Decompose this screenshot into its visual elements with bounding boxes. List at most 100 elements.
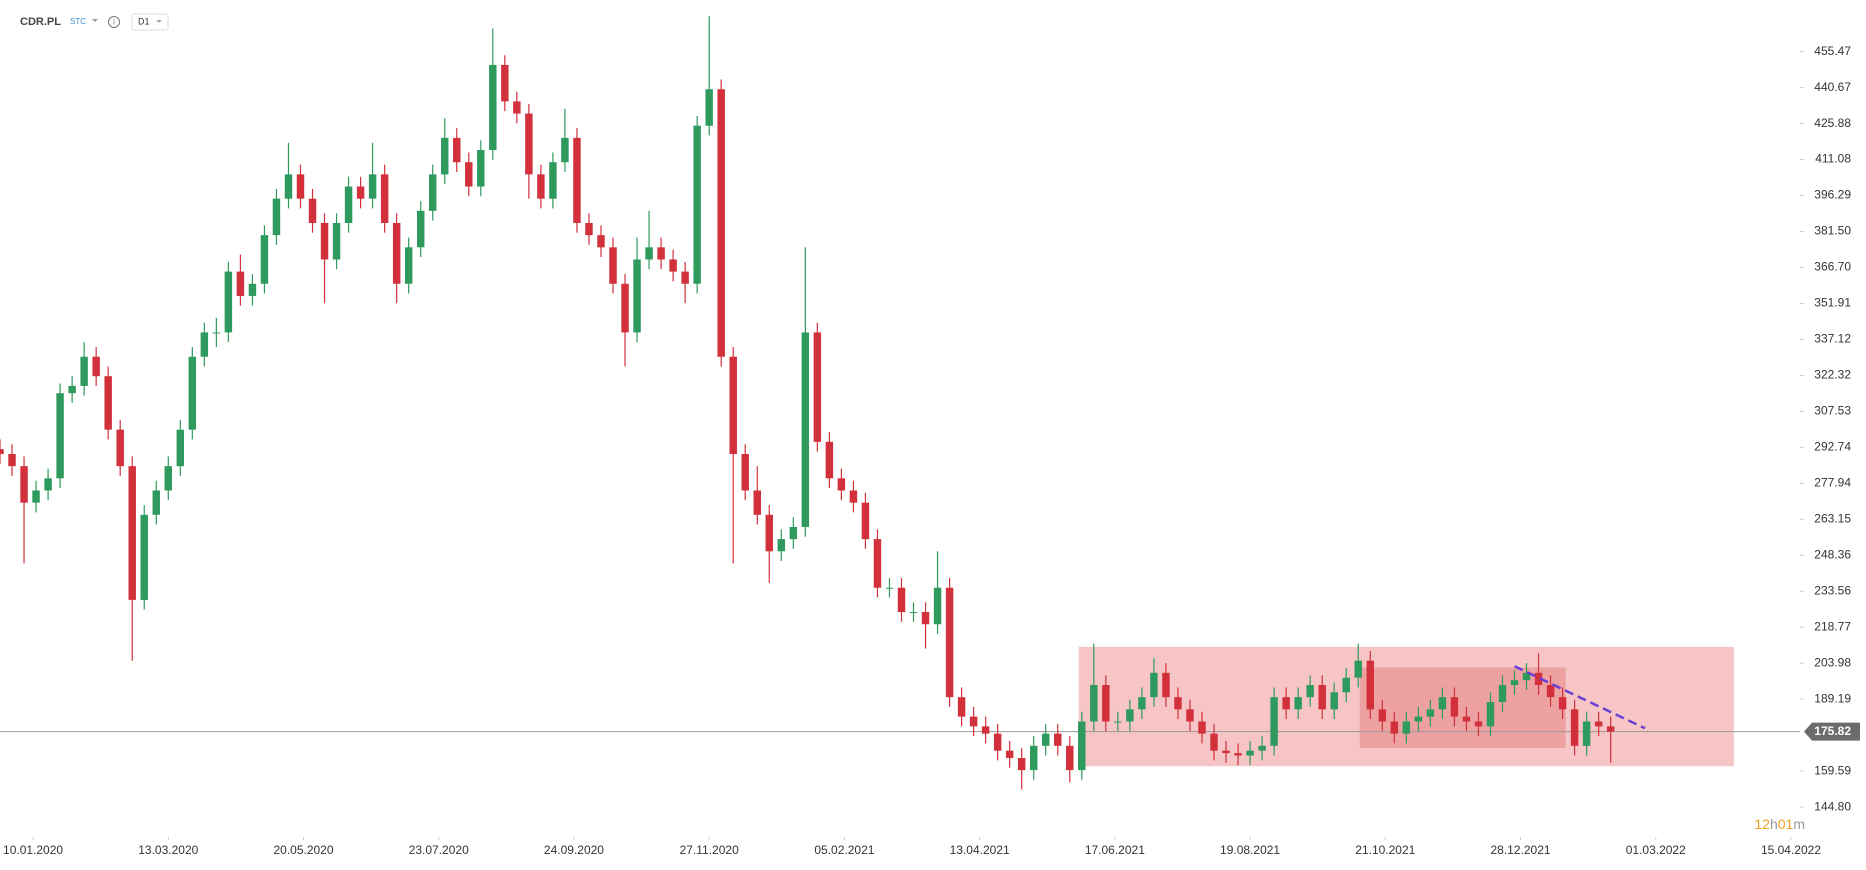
candle-body xyxy=(789,526,798,540)
info-icon[interactable] xyxy=(108,16,120,28)
y-tick-label: 248.36 xyxy=(1814,547,1851,561)
candle-body xyxy=(380,174,389,223)
x-tick-label: 10.01.2020 xyxy=(3,843,63,857)
candle-body xyxy=(609,247,617,284)
candle-body xyxy=(573,137,581,223)
candle-body xyxy=(236,271,245,296)
candle-body xyxy=(1042,733,1050,746)
candle-body xyxy=(140,514,148,600)
candle-body xyxy=(849,490,858,503)
candle-body xyxy=(993,733,1002,751)
candle-body xyxy=(404,247,413,284)
y-tick-label: 263.15 xyxy=(1814,511,1851,525)
candle-body xyxy=(1017,757,1026,771)
candle-body xyxy=(501,64,509,102)
candle-body xyxy=(356,186,365,199)
candle-body xyxy=(1090,685,1098,722)
candle-body xyxy=(933,587,942,625)
candle-body xyxy=(537,174,545,199)
y-tick-label: 381.50 xyxy=(1814,224,1851,238)
y-tick-label: 233.56 xyxy=(1814,583,1851,597)
candle-body xyxy=(1210,733,1218,751)
candle-body xyxy=(1294,697,1302,710)
candle-body xyxy=(164,466,173,491)
x-tick-label: 24.09.2020 xyxy=(544,843,604,857)
candle-body xyxy=(296,174,305,199)
candle-body xyxy=(344,186,353,223)
candle-body xyxy=(212,332,221,334)
candle-body xyxy=(969,716,978,727)
candle-body xyxy=(729,356,737,455)
x-tick-label: 28.12.2021 xyxy=(1490,843,1550,857)
y-tick-label: 144.80 xyxy=(1814,799,1851,813)
candle-body xyxy=(200,332,209,357)
interval-box[interactable] xyxy=(131,13,169,31)
candle-body xyxy=(465,162,473,187)
candle-body xyxy=(1498,685,1507,703)
candle-body xyxy=(717,89,725,357)
y-tick-label: 366.70 xyxy=(1814,260,1851,274)
candle-body xyxy=(585,222,593,236)
candle-body xyxy=(152,490,160,515)
candle-body xyxy=(633,259,641,333)
candle-body xyxy=(320,222,329,260)
candle-body xyxy=(777,539,786,552)
y-tick-label: 203.98 xyxy=(1814,655,1851,669)
candle-body xyxy=(909,612,918,614)
candle-body xyxy=(1486,702,1495,727)
candle-body xyxy=(1150,672,1158,698)
candle-body xyxy=(1450,697,1459,717)
zone xyxy=(1359,667,1566,748)
candle-body xyxy=(1234,753,1242,756)
candle-body xyxy=(897,587,906,613)
candle-body xyxy=(392,222,401,284)
candle-body xyxy=(873,539,882,588)
candle-body xyxy=(657,247,665,260)
candle-body xyxy=(1594,721,1603,727)
candle-body xyxy=(753,490,761,515)
y-tick-label: 411.08 xyxy=(1815,152,1851,166)
candle-body xyxy=(272,198,281,236)
candle-body xyxy=(308,198,317,223)
candle-body xyxy=(1606,726,1615,732)
candle-body xyxy=(1246,750,1254,756)
x-tick-label: 05.02.2021 xyxy=(814,843,874,857)
candle-body xyxy=(1162,672,1170,698)
candle-body xyxy=(44,478,52,491)
price-tag-label: 175.82 xyxy=(1814,724,1851,738)
candle-body xyxy=(645,247,653,260)
dropdown-arrow[interactable] xyxy=(92,19,98,22)
candle-body xyxy=(945,587,954,698)
symbol: CDR.PL xyxy=(20,16,61,28)
candle-body xyxy=(68,385,76,394)
type-label[interactable]: STC xyxy=(70,17,86,26)
y-tick-label: 425.88 xyxy=(1814,116,1851,130)
candle-body xyxy=(1570,709,1579,746)
countdown-part: 01 xyxy=(1778,816,1794,832)
candle-body xyxy=(1126,709,1134,722)
candle-body xyxy=(116,429,124,467)
candle-body xyxy=(765,514,774,552)
y-tick-label: 396.29 xyxy=(1814,188,1851,202)
candle-body xyxy=(1534,672,1543,686)
candle-body xyxy=(104,376,112,430)
candle-body xyxy=(1522,672,1531,681)
candle-body xyxy=(1414,716,1423,722)
candle-body xyxy=(837,478,846,491)
y-tick-label: 277.94 xyxy=(1814,476,1851,490)
candle-body xyxy=(1558,697,1567,710)
candle-body xyxy=(188,356,197,430)
candle-body xyxy=(621,283,629,333)
candle-body xyxy=(597,235,605,248)
candle-body xyxy=(681,271,689,284)
candle-body xyxy=(513,101,521,114)
candle-body xyxy=(0,449,4,455)
price-tag xyxy=(1804,722,1860,741)
candle-body xyxy=(1366,660,1375,710)
candle-body xyxy=(1354,660,1362,678)
y-tick-label: 440.67 xyxy=(1814,80,1851,94)
candle-body xyxy=(921,612,930,625)
candle-body xyxy=(416,210,425,248)
y-tick-label: 307.53 xyxy=(1814,404,1851,418)
y-tick-label: 292.74 xyxy=(1814,440,1851,454)
